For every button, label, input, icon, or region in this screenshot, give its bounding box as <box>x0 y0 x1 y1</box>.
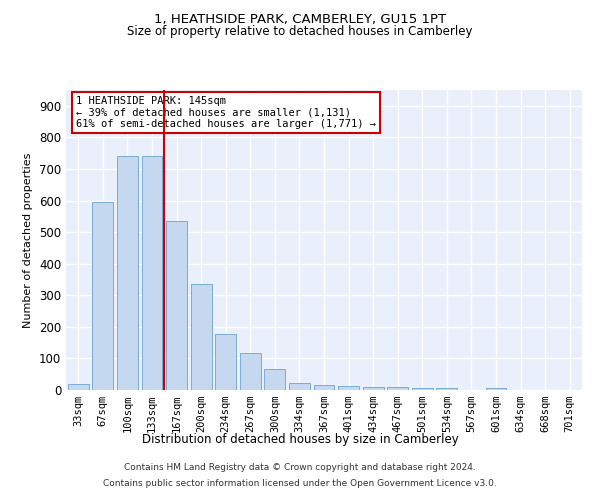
Bar <box>191 284 212 390</box>
Bar <box>265 368 286 390</box>
Bar <box>289 383 310 390</box>
Text: 1, HEATHSIDE PARK, CAMBERLEY, GU15 1PT: 1, HEATHSIDE PARK, CAMBERLEY, GU15 1PT <box>154 12 446 26</box>
Text: Contains public sector information licensed under the Open Government Licence v3: Contains public sector information licen… <box>103 478 497 488</box>
Bar <box>314 384 334 390</box>
Text: Size of property relative to detached houses in Camberley: Size of property relative to detached ho… <box>127 25 473 38</box>
Bar <box>387 388 408 390</box>
Bar <box>92 202 113 390</box>
Bar <box>485 388 506 390</box>
Bar <box>412 388 433 390</box>
Text: Distribution of detached houses by size in Camberley: Distribution of detached houses by size … <box>142 432 458 446</box>
Bar <box>117 156 138 390</box>
Text: 1 HEATHSIDE PARK: 145sqm
← 39% of detached houses are smaller (1,131)
61% of sem: 1 HEATHSIDE PARK: 145sqm ← 39% of detach… <box>76 96 376 129</box>
Y-axis label: Number of detached properties: Number of detached properties <box>23 152 34 328</box>
Bar <box>142 156 163 390</box>
Text: Contains HM Land Registry data © Crown copyright and database right 2024.: Contains HM Land Registry data © Crown c… <box>124 464 476 472</box>
Bar <box>240 352 261 390</box>
Bar <box>362 387 383 390</box>
Bar <box>338 386 359 390</box>
Bar <box>166 221 187 390</box>
Bar <box>68 384 89 390</box>
Bar <box>436 388 457 390</box>
Bar <box>215 334 236 390</box>
